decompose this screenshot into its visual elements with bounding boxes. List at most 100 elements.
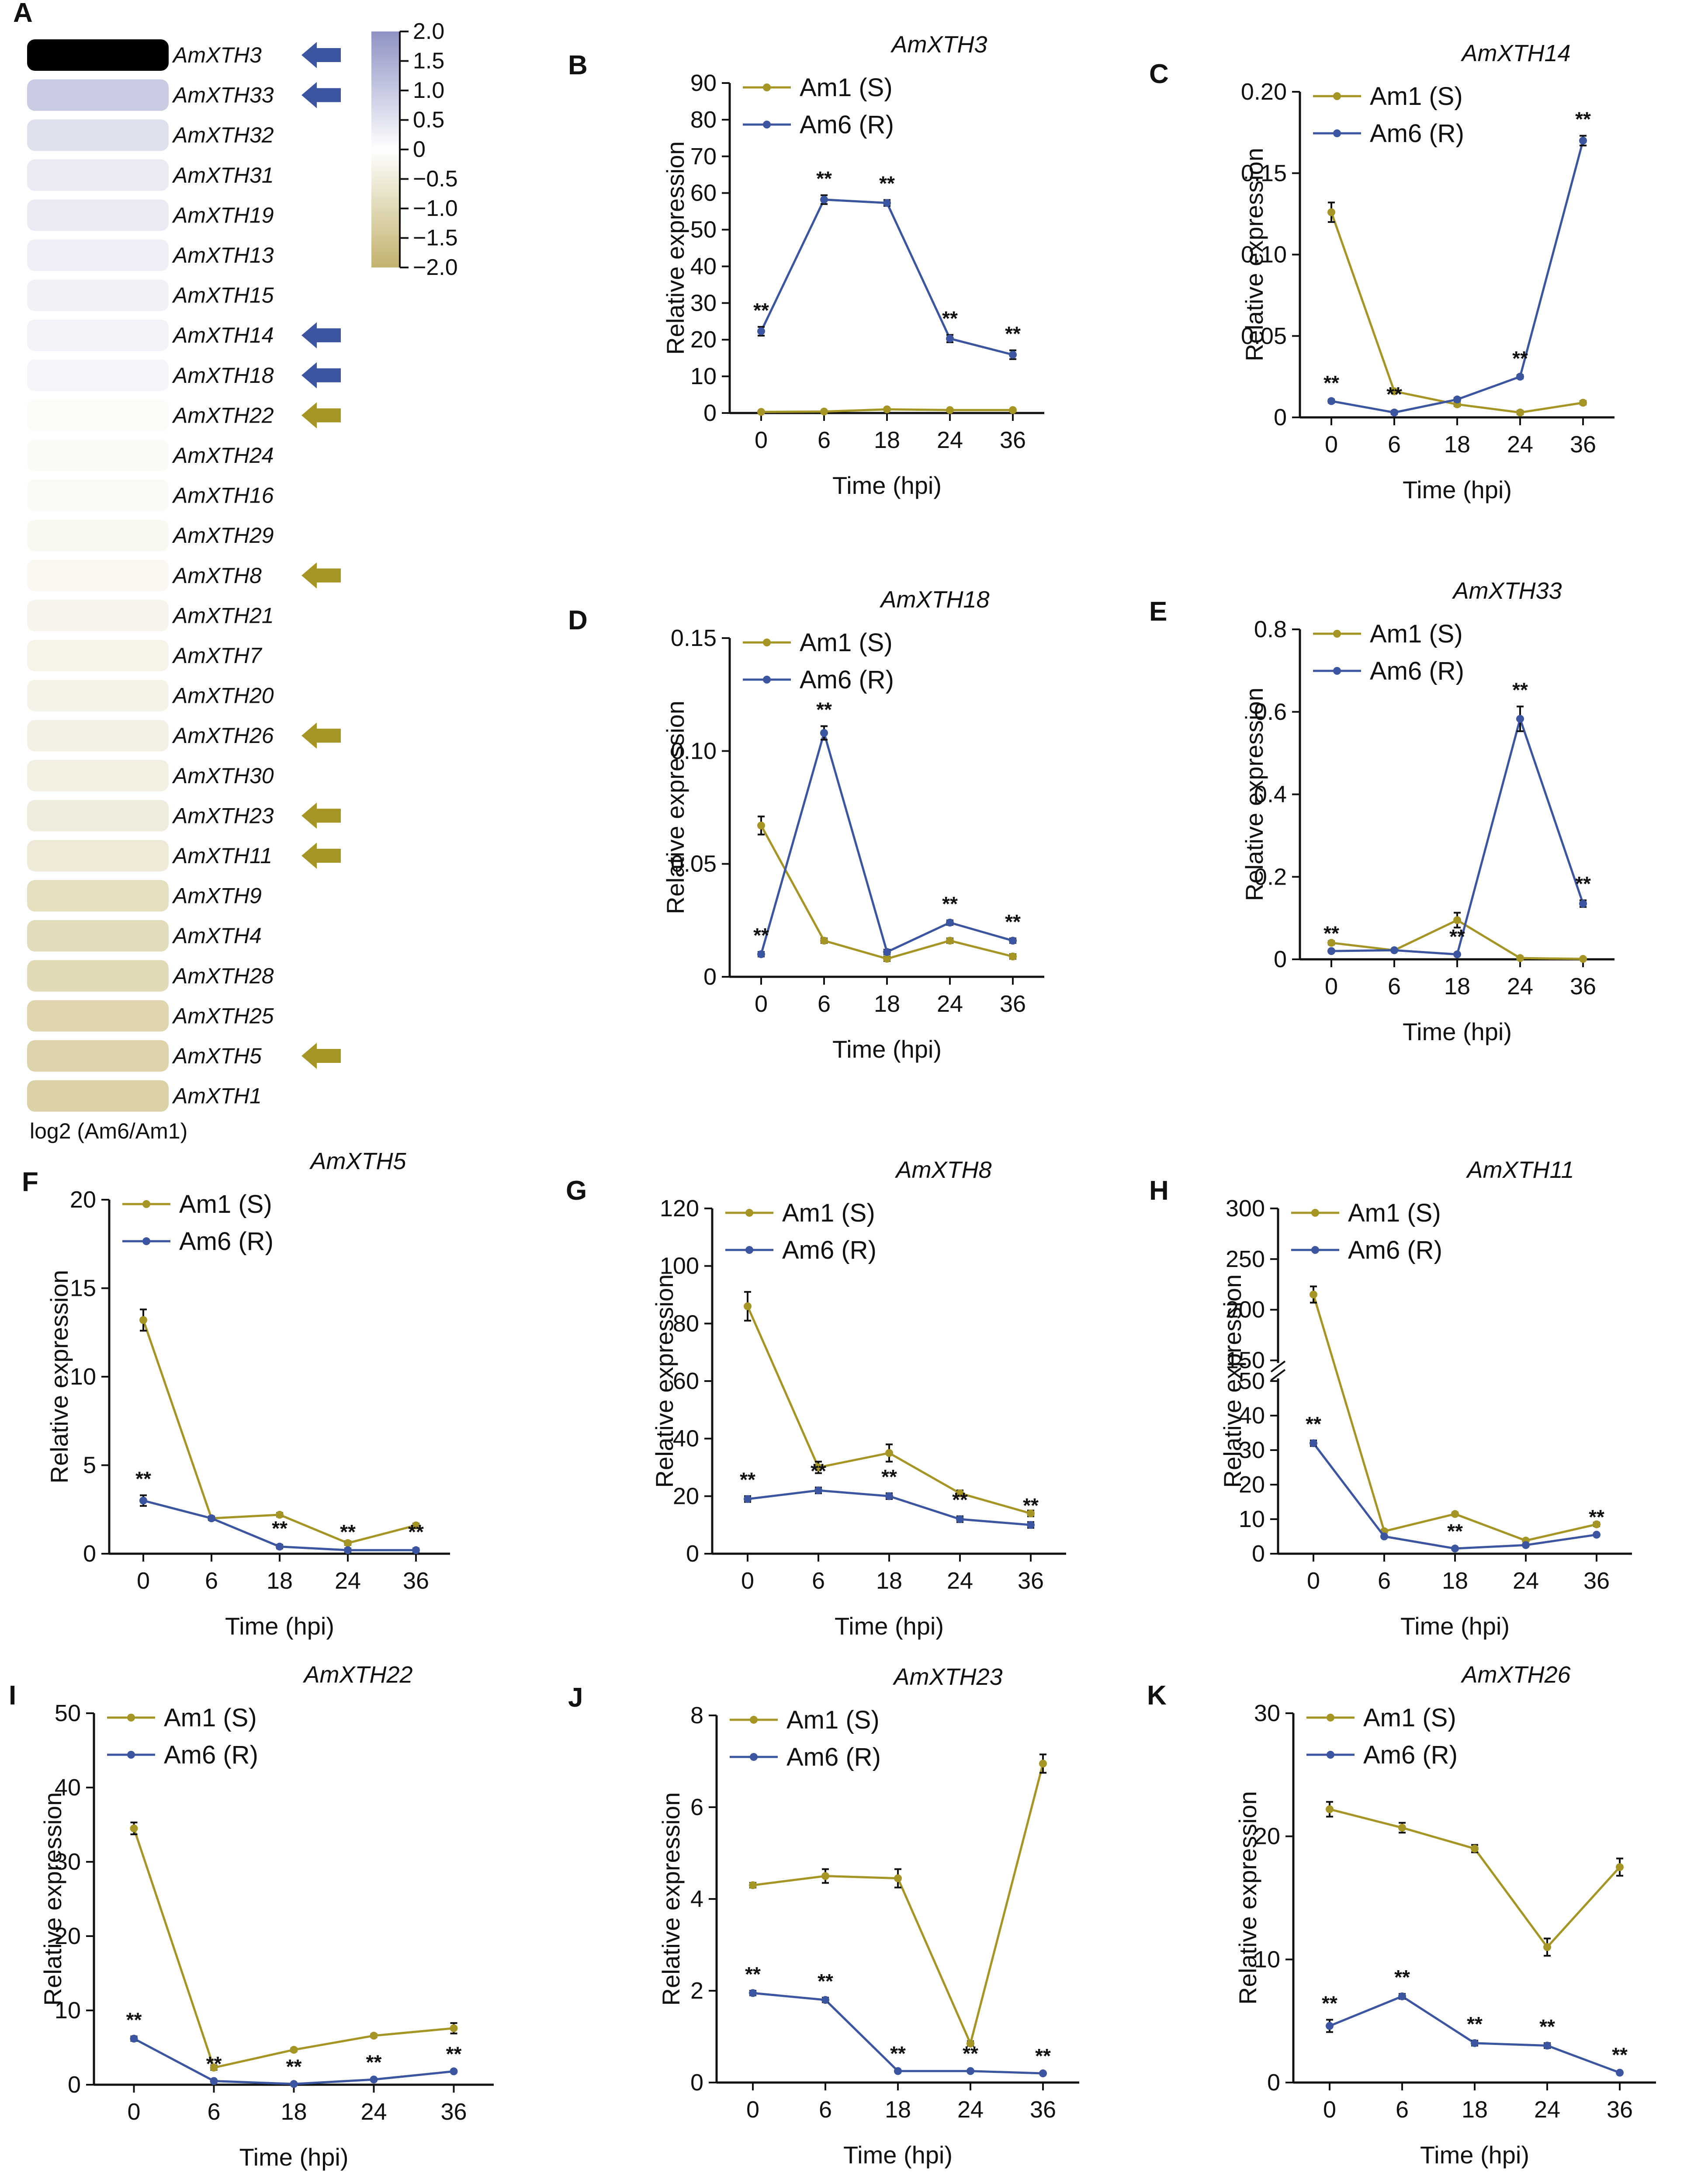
legend-label: Am1 (S) — [800, 628, 893, 657]
y-tick-label: 0.05 — [1241, 323, 1287, 349]
panel-label: H — [1149, 1176, 1169, 1206]
data-point — [450, 2024, 458, 2032]
y-tick-label: 5 — [83, 1452, 96, 1479]
legend-marker — [142, 1200, 150, 1208]
indicator-arrow-icon — [301, 802, 341, 829]
y-tick-label: 30 — [1239, 1437, 1265, 1463]
y-axis-label: Relative expression — [651, 1274, 678, 1488]
significance-marker: ** — [1306, 1413, 1321, 1435]
x-tick-label: 0 — [1325, 431, 1338, 458]
heatmap-gene-label: AmXTH13 — [172, 243, 274, 267]
y-axis-label: Relative expression — [662, 701, 689, 914]
heatmap-cell — [27, 720, 169, 752]
heatmap-footer-label: log2 (Am6/Am1) — [30, 1119, 187, 1143]
data-point — [210, 2063, 218, 2072]
x-tick-label: 6 — [1388, 431, 1401, 458]
heatmap-cell — [27, 920, 169, 952]
x-axis-label: Time (hpi) — [1400, 1612, 1510, 1640]
data-point — [757, 950, 765, 958]
x-tick-label: 0 — [137, 1568, 150, 1594]
x-tick-label: 36 — [1570, 431, 1596, 458]
data-point — [1579, 136, 1587, 145]
legend-label: Am6 (R) — [800, 111, 894, 139]
heatmap-cell — [27, 1080, 169, 1112]
y-tick-label: 20 — [1239, 1472, 1265, 1498]
data-point — [820, 407, 828, 416]
panel-label: E — [1149, 597, 1167, 627]
panel-label: D — [568, 605, 588, 635]
legend-marker — [763, 121, 771, 128]
legend-marker — [1311, 1246, 1319, 1254]
data-point — [1579, 899, 1587, 908]
legend-label: Am6 (R) — [1370, 119, 1464, 148]
x-tick-label: 18 — [885, 2097, 911, 2123]
chart-title: AmXTH22 — [302, 1662, 412, 1688]
y-tick-label: 80 — [673, 1310, 699, 1336]
legend-label: Am6 (R) — [179, 1227, 274, 1256]
heatmap-cell — [27, 39, 169, 71]
data-point — [894, 2067, 902, 2075]
heatmap-gene-label: AmXTH22 — [172, 403, 274, 427]
heatmap-panel: A AmXTH3AmXTH33AmXTH32AmXTH31AmXTH19AmXT… — [13, 0, 458, 1143]
data-point — [1516, 715, 1524, 723]
y-axis-label: Relative expression — [1219, 1274, 1246, 1488]
heatmap-cell — [27, 960, 169, 992]
data-point — [1380, 1532, 1388, 1541]
x-tick-label: 36 — [1583, 1568, 1610, 1594]
heatmap-gene-label: AmXTH3 — [172, 43, 262, 67]
legend-label: Am6 (R) — [1370, 657, 1464, 685]
data-point — [1009, 937, 1017, 945]
x-tick-label: 6 — [1388, 973, 1401, 1000]
x-axis-label: Time (hpi) — [835, 1612, 944, 1640]
data-point — [450, 2067, 458, 2076]
y-tick-label: 50 — [1239, 1368, 1265, 1394]
y-axis-label: Relative expression — [1240, 148, 1268, 361]
data-point — [885, 1449, 893, 1457]
y-tick-label: 200 — [1226, 1297, 1265, 1323]
heatmap-gene-label: AmXTH11 — [172, 844, 272, 868]
heatmap-cell — [27, 760, 169, 791]
chart-panel-i: I AmXTH22 0 10 20 30 40 50 0 6 18 24 36 Time (hpi) Rel… — [9, 1662, 494, 2171]
y-tick-label: 10 — [690, 363, 717, 389]
indicator-arrow-icon — [301, 1043, 341, 1069]
significance-marker: ** — [1323, 371, 1339, 394]
significance-marker: ** — [1612, 2044, 1628, 2066]
chart-title: AmXTH33 — [1452, 578, 1562, 604]
heatmap-gene-label: AmXTH33 — [172, 83, 274, 108]
y-tick-label: 30 — [690, 290, 717, 316]
y-tick-label: 0 — [690, 2069, 703, 2096]
data-point — [1398, 1823, 1406, 1832]
x-tick-label: 0 — [755, 991, 768, 1017]
heatmap-gene-label: AmXTH31 — [172, 163, 274, 187]
data-point — [130, 1824, 138, 1833]
legend-label: Am6 (R) — [786, 1743, 881, 1771]
legend-marker — [127, 1751, 135, 1759]
data-point — [1326, 2022, 1334, 2030]
legend-marker — [745, 1209, 753, 1217]
y-tick-label: 70 — [690, 143, 717, 170]
data-point — [1516, 372, 1524, 381]
x-tick-label: 24 — [335, 1568, 361, 1594]
chart-title: AmXTH8 — [894, 1157, 991, 1183]
significance-marker: ** — [1394, 1966, 1410, 1989]
heatmap-gene-label: AmXTH28 — [172, 964, 274, 988]
x-tick-label: 24 — [1507, 431, 1533, 458]
panel-label: G — [566, 1176, 587, 1206]
legend-marker — [1327, 1714, 1334, 1722]
legend-marker — [763, 676, 771, 684]
heatmap-cell — [27, 1000, 169, 1032]
legend-label: Am6 (R) — [1363, 1741, 1458, 1769]
heatmap-cell — [27, 199, 169, 231]
legend-label: Am1 (S) — [164, 1704, 257, 1732]
chart-panel-f: F AmXTH5 0 5 10 15 20 0 6 18 24 36 Time (hpi) Relativ… — [22, 1148, 450, 1640]
significance-marker: ** — [753, 924, 769, 947]
data-point — [956, 1489, 964, 1497]
y-axis-label: Relative expression — [1240, 687, 1268, 901]
data-point — [967, 2067, 974, 2075]
data-point — [1593, 1520, 1601, 1528]
data-point — [814, 1463, 822, 1472]
chart-title: AmXTH26 — [1460, 1662, 1571, 1688]
data-point — [210, 2077, 218, 2085]
